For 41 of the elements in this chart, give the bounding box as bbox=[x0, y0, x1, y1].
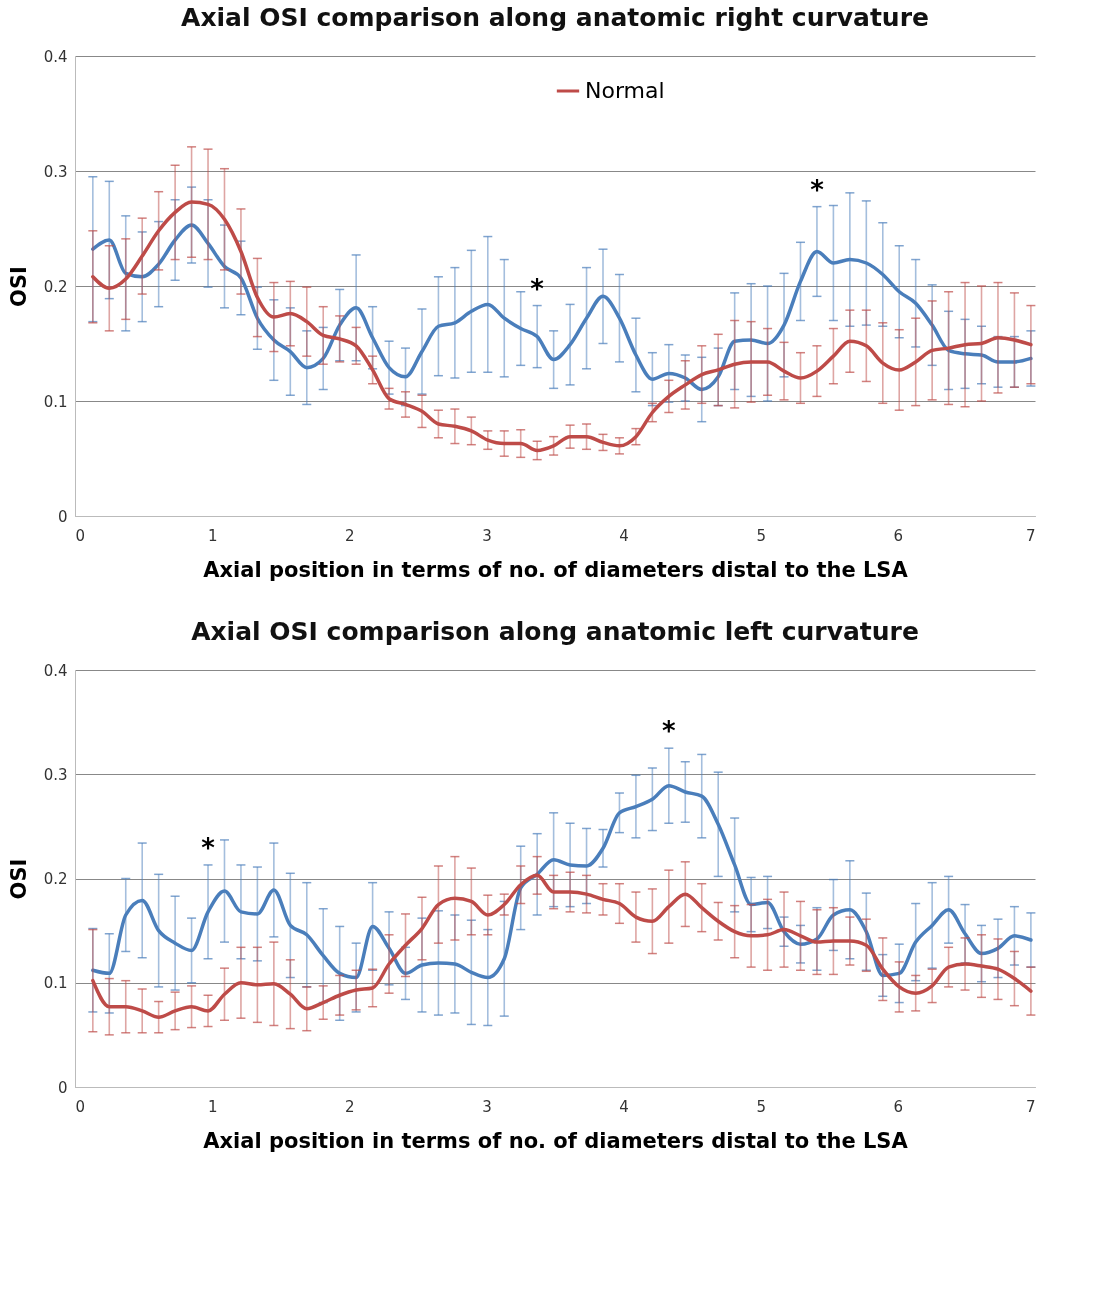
x-tick-label: 4 bbox=[619, 526, 629, 545]
y-axis-title: OSI bbox=[6, 858, 31, 900]
x-tick-label: 3 bbox=[482, 1097, 492, 1116]
x-tick-label: 2 bbox=[345, 1097, 355, 1116]
x-tick-label: 4 bbox=[619, 1097, 629, 1116]
x-tick-label: 6 bbox=[893, 1097, 904, 1116]
y-tick-label: 0 bbox=[57, 507, 68, 526]
line-series bbox=[91, 200, 1033, 453]
y-tick-label: 0.3 bbox=[43, 765, 68, 784]
y-tick-label: 0.2 bbox=[43, 870, 68, 888]
x-tick-label: 0 bbox=[75, 1097, 86, 1116]
x-axis-title: Axial position in terms of no. of diameters distal to the LSA bbox=[203, 1128, 909, 1153]
x-tick-label: 5 bbox=[756, 526, 766, 545]
y-tick-label: 0.3 bbox=[43, 162, 68, 181]
annotation: * bbox=[810, 174, 825, 205]
chart-title: Axial OSI comparison along anatomic right curvature bbox=[181, 3, 929, 32]
annotation: * bbox=[201, 832, 216, 863]
y-tick-label: 0.2 bbox=[43, 277, 68, 296]
y-tick-label: 0.1 bbox=[43, 392, 68, 411]
x-tick-label: 1 bbox=[207, 526, 218, 545]
x-tick-label: 6 bbox=[893, 526, 904, 545]
legend-label: Normal bbox=[585, 78, 665, 103]
x-tick-label: 2 bbox=[345, 526, 355, 545]
line-series bbox=[91, 783, 1033, 980]
x-tick-label: 7 bbox=[1025, 526, 1036, 545]
x-tick-label: 7 bbox=[1025, 1097, 1036, 1116]
y-tick-label: 0.4 bbox=[43, 47, 68, 66]
x-tick-label: 0 bbox=[75, 526, 86, 545]
y-tick-label: 0.4 bbox=[43, 661, 68, 680]
y-tick-label: 0 bbox=[57, 1078, 68, 1097]
annotation: * bbox=[662, 716, 677, 747]
y-axis-title: OSI bbox=[6, 266, 31, 307]
x-axis-title: Axial position in terms of no. of diameters distal to the LSA bbox=[203, 557, 909, 582]
x-tick-label: 1 bbox=[207, 1097, 218, 1116]
x-tick-label: 3 bbox=[482, 526, 492, 545]
line-series bbox=[91, 873, 1033, 1019]
y-tick-label: 0.1 bbox=[43, 974, 68, 993]
annotation: * bbox=[530, 273, 545, 304]
x-tick-label: 5 bbox=[756, 1097, 766, 1116]
line-series bbox=[91, 223, 1033, 392]
chart-title: Axial OSI comparison along anatomic left curvature bbox=[191, 617, 919, 646]
